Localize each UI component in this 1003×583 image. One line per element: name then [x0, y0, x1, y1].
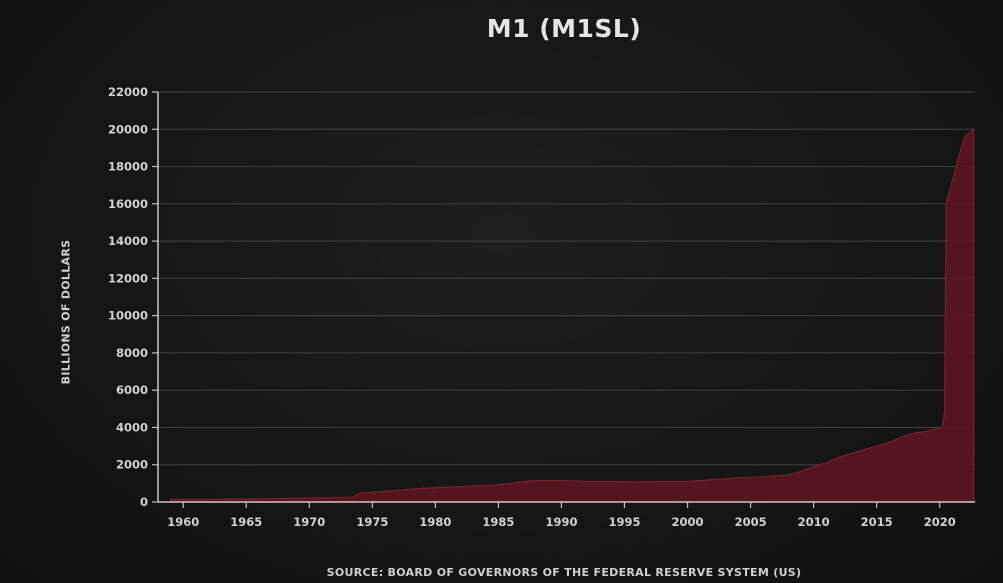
y-tick-label: 4000 — [116, 420, 148, 434]
y-tick-label: 0 — [140, 495, 148, 509]
y-tick-label: 20000 — [108, 122, 148, 136]
x-tick-label: 1980 — [419, 515, 451, 529]
x-tick-label: 1970 — [293, 515, 325, 529]
x-tick-labels: 1960 1965 1970 1975 1980 1985 1990 1995 2000 2005… — [167, 515, 955, 529]
chart-title: M1 (M1SL) — [486, 14, 642, 43]
x-tick-label: 1975 — [356, 515, 388, 529]
axes — [152, 91, 975, 508]
y-tick-label: 8000 — [116, 346, 148, 360]
x-tick-label: 1960 — [167, 515, 199, 529]
y-tick-labels: 0 2000 4000 6000 8000 10000 12000 14000 16000 180… — [108, 85, 148, 509]
y-tick-label: 6000 — [116, 383, 148, 397]
x-tick-label: 1985 — [482, 515, 514, 529]
y-tick-label: 12000 — [108, 271, 148, 285]
y-tick-label: 18000 — [108, 160, 148, 174]
y-tick-label: 14000 — [108, 234, 148, 248]
x-tick-label: 2020 — [924, 515, 956, 529]
series-area-path — [170, 128, 975, 503]
series-area — [170, 128, 975, 503]
x-tick-label: 1990 — [545, 515, 577, 529]
y-tick-label: 10000 — [108, 309, 148, 323]
x-tick-label: 2015 — [861, 515, 893, 529]
x-tick-label: 2005 — [735, 515, 767, 529]
y-tick-label: 22000 — [108, 85, 148, 99]
x-tick-label: 2000 — [672, 515, 704, 529]
source-note: SOURCE: BOARD OF GOVERNORS OF THE FEDERA… — [326, 566, 802, 579]
y-tick-label: 16000 — [108, 197, 148, 211]
x-tick-label: 2010 — [798, 515, 830, 529]
gridlines — [158, 91, 975, 466]
x-tick-label: 1965 — [230, 515, 262, 529]
x-tick-label: 1995 — [608, 515, 640, 529]
y-tick-label: 2000 — [116, 458, 148, 472]
